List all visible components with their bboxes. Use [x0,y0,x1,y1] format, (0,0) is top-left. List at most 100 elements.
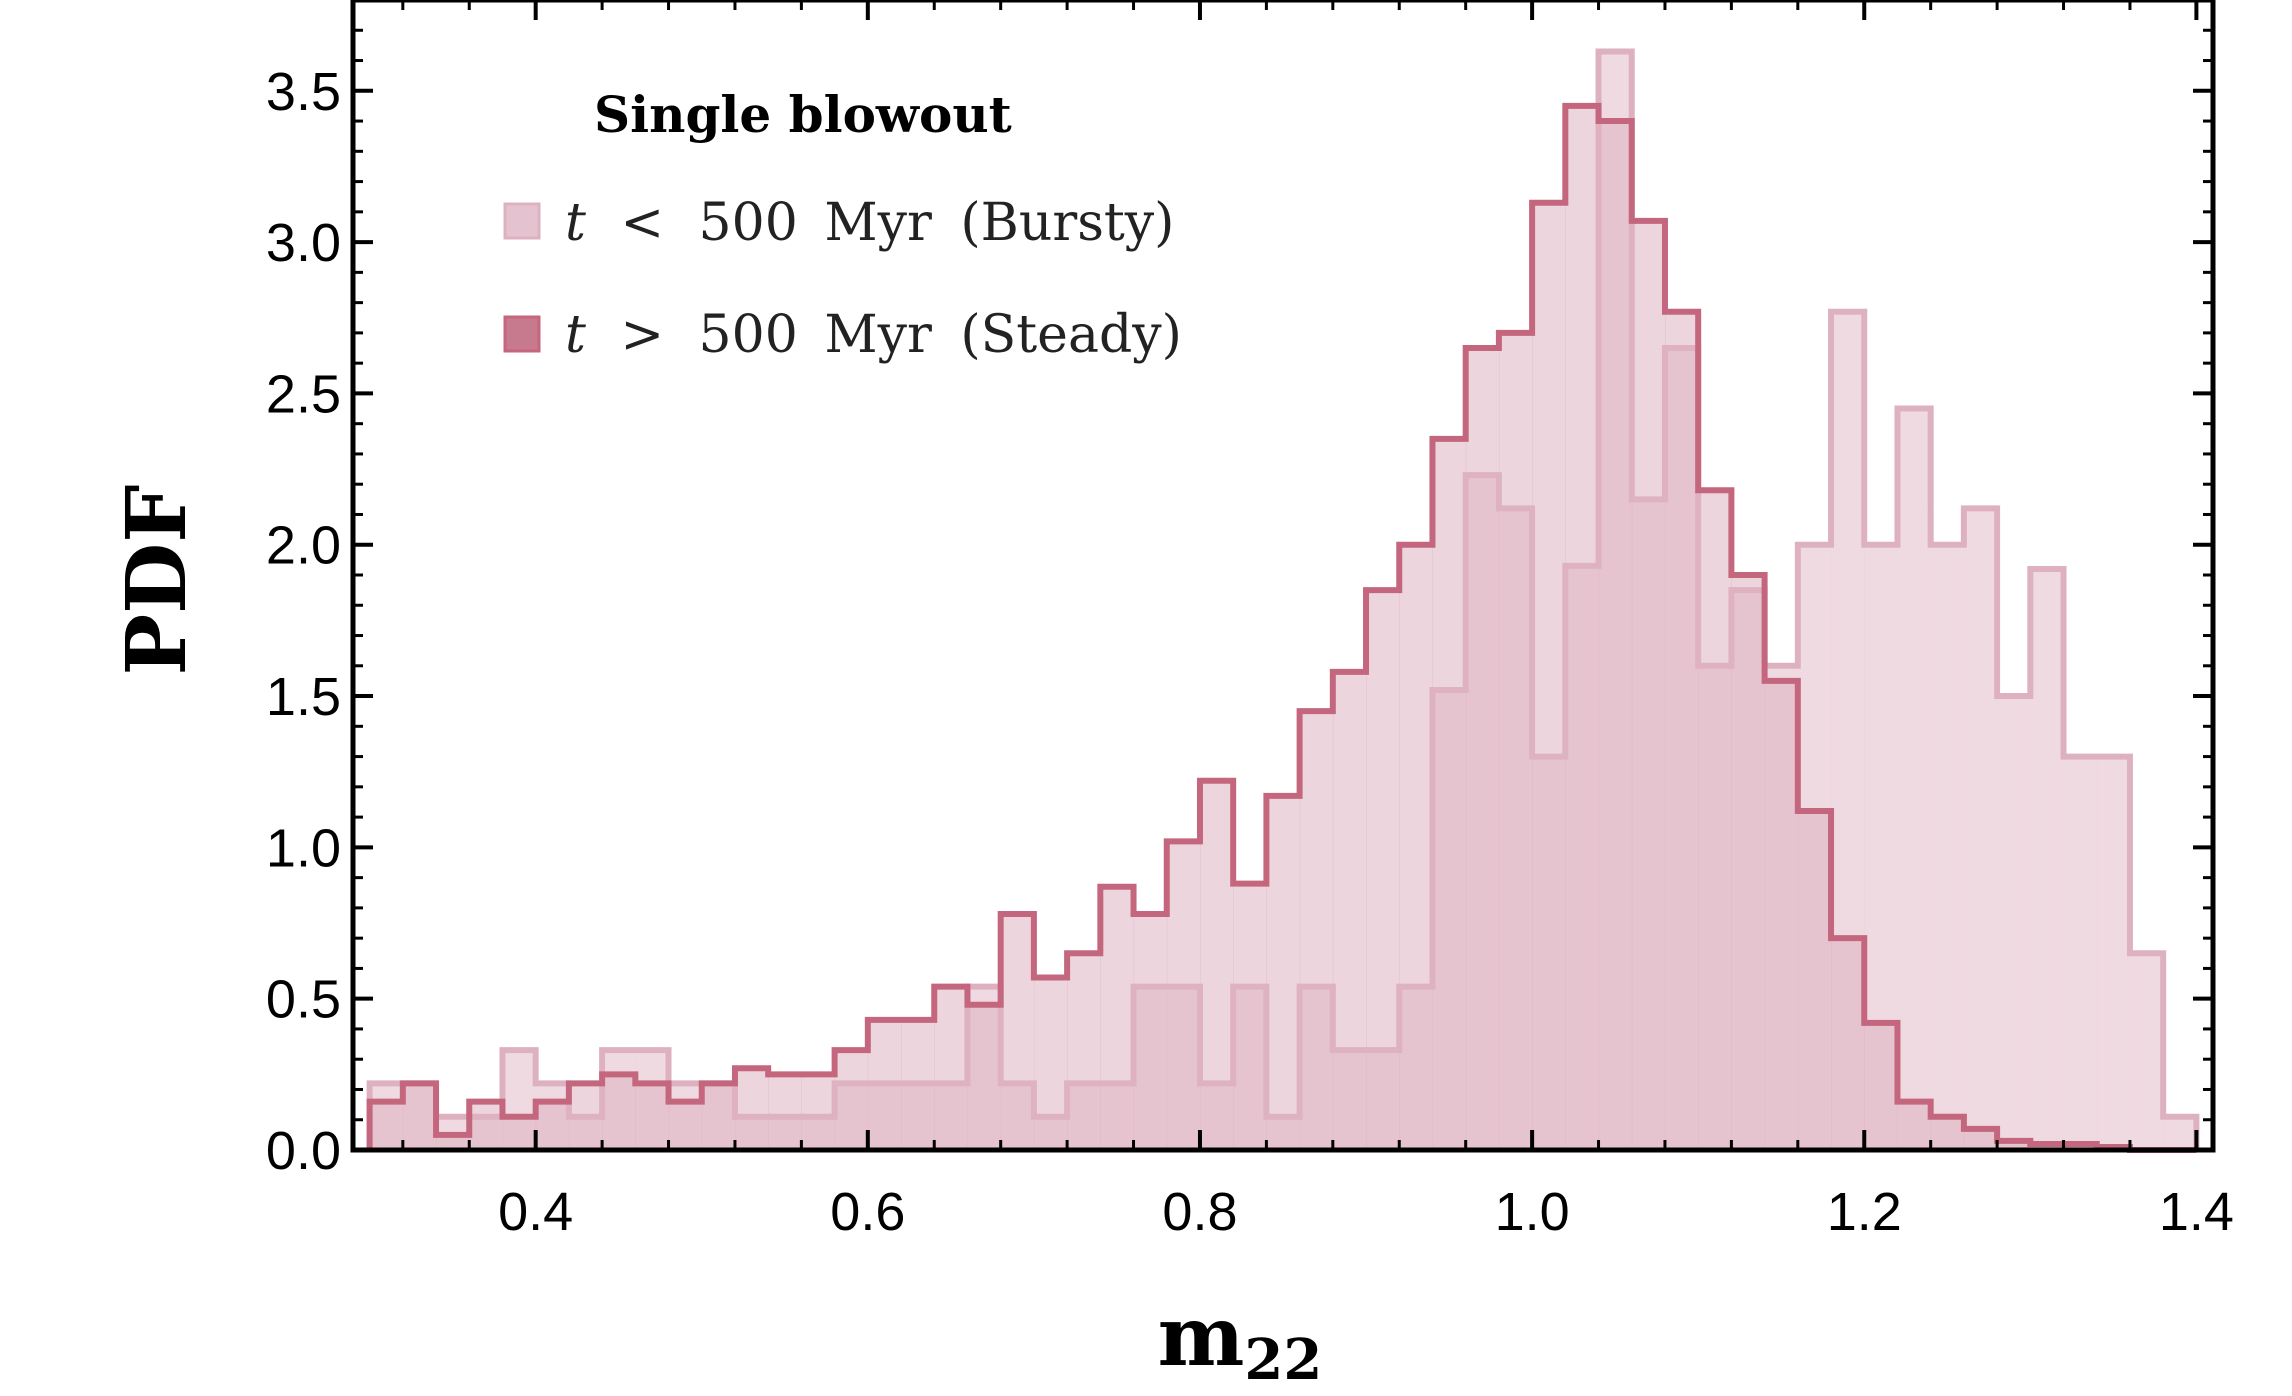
y-tick-label: 3.0 [266,213,341,273]
legend-var: t [565,305,586,365]
legend-label: (Bursty) [960,193,1174,253]
x-tick-label: 0.8 [1162,1182,1237,1242]
histogram-bar [967,1004,1002,1150]
legend-unit: Myr [824,193,932,253]
histogram-bar [402,1083,437,1150]
legend-entry-bursty: t < 500 Myr (Bursty) [503,193,1174,253]
legend-value: 500 [699,305,798,365]
histogram-bar [1532,202,1566,1150]
histogram-bar [834,1050,869,1150]
histogram-bar [1963,508,1998,1151]
legend-entry-steady: t > 500 Myr (Steady) [503,305,1182,365]
histogram-bar [2030,568,2065,1150]
histogram-bar [1033,977,1068,1150]
y-tick-label: 3.5 [266,62,341,122]
y-tick-label: 0.5 [266,970,341,1030]
series-layer [366,48,2200,1153]
histogram-bar [1000,913,1035,1150]
histogram-bar [1498,332,1533,1150]
x-tick-label: 1.2 [1827,1182,1902,1242]
histogram-bar [1199,780,1234,1150]
histogram-bar [867,1019,902,1150]
histogram-bar [2063,756,2098,1150]
x-axis-title: m22 [1158,1289,1323,1393]
y-tick-label: 1.0 [266,818,341,878]
histogram-outline [366,102,2197,1153]
legend-title: Single blowout [594,85,1012,144]
histogram-bar [934,986,969,1150]
histogram-bar [1631,220,1666,1151]
series-1 [366,102,2197,1153]
legend-swatch-steady [503,315,541,353]
histogram-bar [1100,886,1135,1150]
legend-swatch-bursty [503,202,541,240]
histogram-bar [1332,671,1367,1150]
histogram-bar [1266,795,1301,1150]
histogram-bar [469,1101,504,1150]
legend-op: < [620,193,664,253]
histogram-bar [1930,544,1965,1150]
histogram-bar [535,1101,570,1150]
histogram-bar [1465,348,1500,1150]
histogram-bar [1432,438,1467,1150]
ticks-layer: 0.4 0.6 0.8 1.0 1.2 1.4 0.0 0.5 1.0 1.5 2.0 2.5 3.0 3… [266,0,2234,1242]
x-tick-label: 0.6 [830,1182,905,1242]
y-tick-label: 0.0 [266,1121,341,1181]
histogram-bar [901,1019,935,1150]
legend: Single blowout t < 500 Myr (Bursty) t > … [503,85,1182,365]
y-tick-label: 1.5 [266,667,341,727]
histogram-bar [369,1101,404,1150]
y-tick-label: 2.5 [266,364,341,424]
legend-var: t [565,193,586,253]
histogram-bar [1565,105,1600,1151]
histogram-bar [1698,490,1732,1150]
legend-unit: Myr [824,305,932,365]
histogram-bar [2030,1143,2065,1150]
histogram-bar [568,1083,603,1150]
histogram-bar [2129,953,2164,1150]
y-tick-label: 2.0 [266,516,341,576]
histogram-bar [1731,575,1766,1150]
legend-value: 500 [699,193,798,253]
legend-op: > [620,305,664,365]
histogram-bar [502,1116,537,1150]
histogram-bar [1299,711,1334,1150]
svg-text:t > 500: t > 500 Myr (Steady) [565,305,1182,365]
histogram-bar [1598,121,1633,1151]
histogram-bar [1997,1140,2031,1150]
histogram-bar [1797,811,1832,1150]
histogram-bar [602,1074,636,1150]
histogram-bar [436,1134,470,1150]
histogram-bar [701,1083,736,1150]
histogram-bar [768,1074,802,1150]
histogram-bar [1930,1116,1965,1150]
histogram-bar [635,1083,670,1150]
histogram-bar [1233,883,1267,1150]
histogram-bar [1897,408,1932,1151]
histogram-bar [1764,680,1799,1150]
histogram-bar [734,1068,769,1150]
histogram-bar [1664,311,1699,1150]
histogram-bar [2096,756,2131,1150]
histogram-bar [2063,1143,2098,1150]
x-tick-label: 0.4 [498,1182,573,1242]
x-tick-label: 1.0 [1495,1182,1570,1242]
histogram-bar [1963,1128,1998,1150]
histogram-bar [1366,590,1400,1150]
histogram-bar [1997,696,2031,1150]
histogram-bar [1133,913,1168,1150]
histogram-bar [2163,1116,2197,1150]
histogram-bar [801,1074,836,1150]
histogram-bar [1067,953,1101,1150]
histogram-bar [1166,841,1201,1150]
y-axis-title: PDF [109,485,205,676]
svg-text:t < 500: t < 500 Myr (Bursty) [565,193,1174,253]
x-tick-label: 1.4 [2159,1182,2234,1242]
histogram-bar [1399,544,1434,1150]
histogram-bar [1897,1101,1932,1150]
histogram-bar [1831,938,1865,1150]
legend-label: (Steady) [960,305,1182,365]
histogram-bar [668,1101,703,1150]
histogram-bar [1864,1022,1899,1150]
